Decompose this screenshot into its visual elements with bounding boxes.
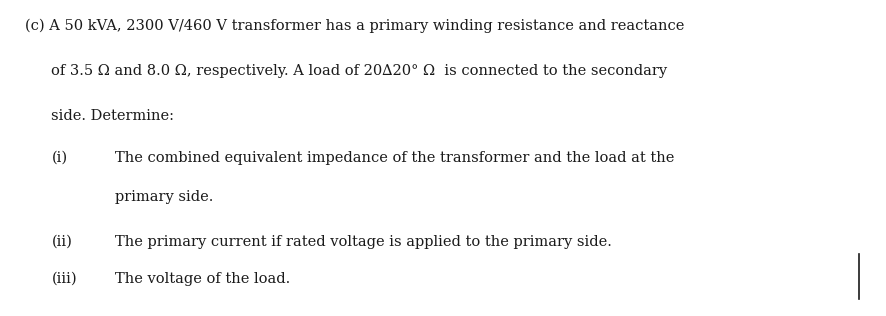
Text: (iii): (iii) [51, 272, 77, 286]
Text: (i): (i) [51, 151, 67, 165]
Text: The voltage of the load.: The voltage of the load. [115, 272, 291, 286]
Text: The combined equivalent impedance of the transformer and the load at the: The combined equivalent impedance of the… [115, 151, 674, 165]
Text: of 3.5 Ω and 8.0 Ω, respectively. A load of 20∆20° Ω  is connected to the second: of 3.5 Ω and 8.0 Ω, respectively. A load… [51, 64, 667, 78]
Text: (ii): (ii) [51, 235, 73, 249]
Text: (c) A 50 kVA, 2300 V/460 V transformer has a primary winding resistance and reac: (c) A 50 kVA, 2300 V/460 V transformer h… [25, 19, 683, 33]
Text: primary side.: primary side. [115, 191, 214, 204]
Text: side. Determine:: side. Determine: [51, 109, 175, 123]
Text: The primary current if rated voltage is applied to the primary side.: The primary current if rated voltage is … [115, 235, 611, 249]
